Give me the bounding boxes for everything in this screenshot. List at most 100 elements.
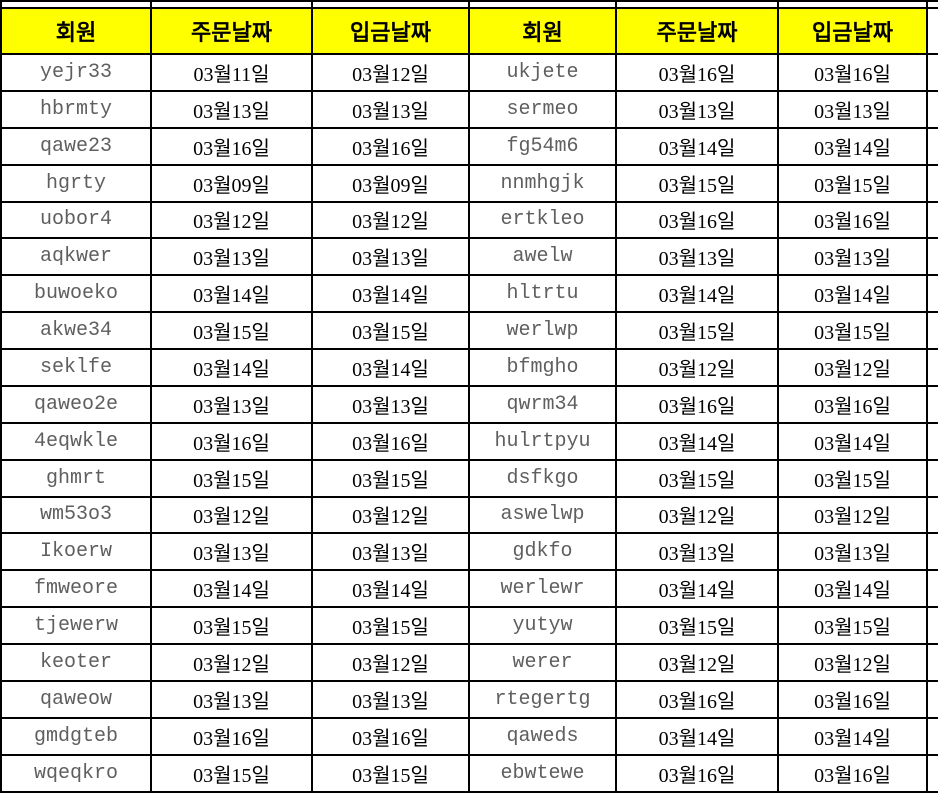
deposit-date-cell[interactable]: 03월09일 bbox=[311, 163, 470, 203]
deposit-date-cell[interactable]: 03월16일 bbox=[777, 679, 928, 719]
member-cell[interactable]: ghmrt bbox=[0, 458, 152, 498]
order-date-cell[interactable]: 03월14일 bbox=[615, 126, 779, 166]
partial-cell[interactable] bbox=[926, 679, 938, 719]
order-date-cell[interactable]: 03월15일 bbox=[150, 458, 313, 498]
partial-cell[interactable] bbox=[615, 790, 779, 793]
partial-cell[interactable] bbox=[926, 348, 938, 387]
member-cell[interactable]: hltrtu bbox=[468, 274, 617, 314]
partial-cell[interactable] bbox=[926, 7, 938, 55]
deposit-date-cell[interactable]: 03월15일 bbox=[311, 311, 470, 350]
header-order-date[interactable]: 주문날짜 bbox=[150, 7, 313, 55]
deposit-date-cell[interactable]: 03월12일 bbox=[311, 53, 470, 92]
header-deposit-date[interactable]: 입금날짜 bbox=[777, 7, 928, 55]
order-date-cell[interactable]: 03월12일 bbox=[150, 200, 313, 240]
deposit-date-cell[interactable]: 03월14일 bbox=[311, 348, 470, 387]
order-date-cell[interactable]: 03월12일 bbox=[615, 348, 779, 387]
deposit-date-cell[interactable]: 03월13일 bbox=[311, 237, 470, 277]
partial-cell[interactable] bbox=[777, 790, 928, 793]
member-cell[interactable]: sermeo bbox=[468, 89, 617, 129]
order-date-cell[interactable]: 03월12일 bbox=[150, 643, 313, 682]
partial-cell[interactable] bbox=[926, 163, 938, 203]
partial-cell[interactable] bbox=[926, 790, 938, 793]
member-cell[interactable]: qwrm34 bbox=[468, 384, 617, 424]
member-cell[interactable]: hulrtpyu bbox=[468, 421, 617, 461]
deposit-date-cell[interactable]: 03월12일 bbox=[777, 348, 928, 387]
member-cell[interactable]: bfmgho bbox=[468, 348, 617, 387]
member-cell[interactable]: uobor4 bbox=[0, 200, 152, 240]
partial-cell[interactable] bbox=[311, 0, 470, 9]
deposit-date-cell[interactable]: 03월15일 bbox=[777, 606, 928, 645]
member-cell[interactable]: aswelwp bbox=[468, 495, 617, 535]
deposit-date-cell[interactable]: 03월15일 bbox=[777, 458, 928, 498]
member-cell[interactable]: wm53o3 bbox=[0, 495, 152, 535]
member-cell[interactable]: awelw bbox=[468, 237, 617, 277]
order-date-cell[interactable]: 03월14일 bbox=[615, 274, 779, 314]
header-order-date[interactable]: 주문날짜 bbox=[615, 7, 779, 55]
order-date-cell[interactable]: 03월14일 bbox=[150, 569, 313, 609]
order-date-cell[interactable]: 03월15일 bbox=[615, 163, 779, 203]
partial-cell[interactable] bbox=[926, 753, 938, 793]
partial-cell[interactable] bbox=[926, 126, 938, 166]
order-date-cell[interactable]: 03월16일 bbox=[615, 200, 779, 240]
member-cell[interactable]: akwe34 bbox=[0, 311, 152, 350]
partial-cell[interactable] bbox=[468, 0, 617, 9]
deposit-date-cell[interactable]: 03월15일 bbox=[777, 163, 928, 203]
order-date-cell[interactable]: 03월09일 bbox=[150, 163, 313, 203]
order-date-cell[interactable]: 03월16일 bbox=[150, 716, 313, 756]
partial-cell[interactable] bbox=[926, 643, 938, 682]
order-date-cell[interactable]: 03월15일 bbox=[150, 606, 313, 645]
order-date-cell[interactable]: 03월16일 bbox=[615, 679, 779, 719]
order-date-cell[interactable]: 03월13일 bbox=[150, 237, 313, 277]
order-date-cell[interactable]: 03월16일 bbox=[615, 384, 779, 424]
order-date-cell[interactable]: 03월13일 bbox=[150, 679, 313, 719]
partial-cell[interactable] bbox=[926, 716, 938, 756]
deposit-date-cell[interactable]: 03월16일 bbox=[777, 384, 928, 424]
partial-cell[interactable] bbox=[926, 569, 938, 609]
member-cell[interactable]: ebwtewe bbox=[468, 753, 617, 793]
member-cell[interactable]: qaweo2e bbox=[0, 384, 152, 424]
order-date-cell[interactable]: 03월15일 bbox=[615, 311, 779, 350]
order-date-cell[interactable]: 03월16일 bbox=[615, 753, 779, 793]
partial-cell[interactable] bbox=[926, 237, 938, 277]
member-cell[interactable]: keoter bbox=[0, 643, 152, 682]
order-date-cell[interactable]: 03월13일 bbox=[150, 384, 313, 424]
partial-cell[interactable] bbox=[926, 458, 938, 498]
partial-cell[interactable] bbox=[150, 0, 313, 9]
member-cell[interactable]: yutyw bbox=[468, 606, 617, 645]
partial-cell[interactable] bbox=[926, 89, 938, 129]
order-date-cell[interactable]: 03월14일 bbox=[150, 274, 313, 314]
member-cell[interactable]: fg54m6 bbox=[468, 126, 617, 166]
deposit-date-cell[interactable]: 03월15일 bbox=[311, 458, 470, 498]
partial-cell[interactable] bbox=[926, 532, 938, 572]
member-cell[interactable]: 4eqwkle bbox=[0, 421, 152, 461]
member-cell[interactable]: seklfe bbox=[0, 348, 152, 387]
order-date-cell[interactable]: 03월12일 bbox=[615, 495, 779, 535]
member-cell[interactable]: aqkwer bbox=[0, 237, 152, 277]
member-cell[interactable]: qaweds bbox=[468, 716, 617, 756]
deposit-date-cell[interactable]: 03월12일 bbox=[311, 200, 470, 240]
deposit-date-cell[interactable]: 03월14일 bbox=[311, 569, 470, 609]
member-cell[interactable]: wqeqkro bbox=[0, 753, 152, 793]
member-cell[interactable]: ukjete bbox=[468, 53, 617, 92]
deposit-date-cell[interactable]: 03월15일 bbox=[311, 606, 470, 645]
deposit-date-cell[interactable]: 03월14일 bbox=[777, 126, 928, 166]
order-date-cell[interactable]: 03월15일 bbox=[150, 753, 313, 793]
order-date-cell[interactable]: 03월12일 bbox=[615, 643, 779, 682]
member-cell[interactable]: werlewr bbox=[468, 569, 617, 609]
member-cell[interactable]: Ikoerw bbox=[0, 532, 152, 572]
deposit-date-cell[interactable]: 03월16일 bbox=[777, 200, 928, 240]
partial-cell[interactable] bbox=[926, 200, 938, 240]
member-cell[interactable]: nnmhgjk bbox=[468, 163, 617, 203]
deposit-date-cell[interactable]: 03월12일 bbox=[311, 495, 470, 535]
member-cell[interactable]: hgrty bbox=[0, 163, 152, 203]
member-cell[interactable]: buwoeko bbox=[0, 274, 152, 314]
order-date-cell[interactable]: 03월15일 bbox=[615, 606, 779, 645]
order-date-cell[interactable]: 03월11일 bbox=[150, 53, 313, 92]
partial-cell[interactable] bbox=[311, 790, 470, 793]
deposit-date-cell[interactable]: 03월16일 bbox=[311, 421, 470, 461]
partial-cell[interactable] bbox=[926, 384, 938, 424]
header-member[interactable]: 회원 bbox=[468, 7, 617, 55]
order-date-cell[interactable]: 03월13일 bbox=[615, 89, 779, 129]
deposit-date-cell[interactable]: 03월14일 bbox=[777, 274, 928, 314]
partial-cell[interactable] bbox=[926, 421, 938, 461]
